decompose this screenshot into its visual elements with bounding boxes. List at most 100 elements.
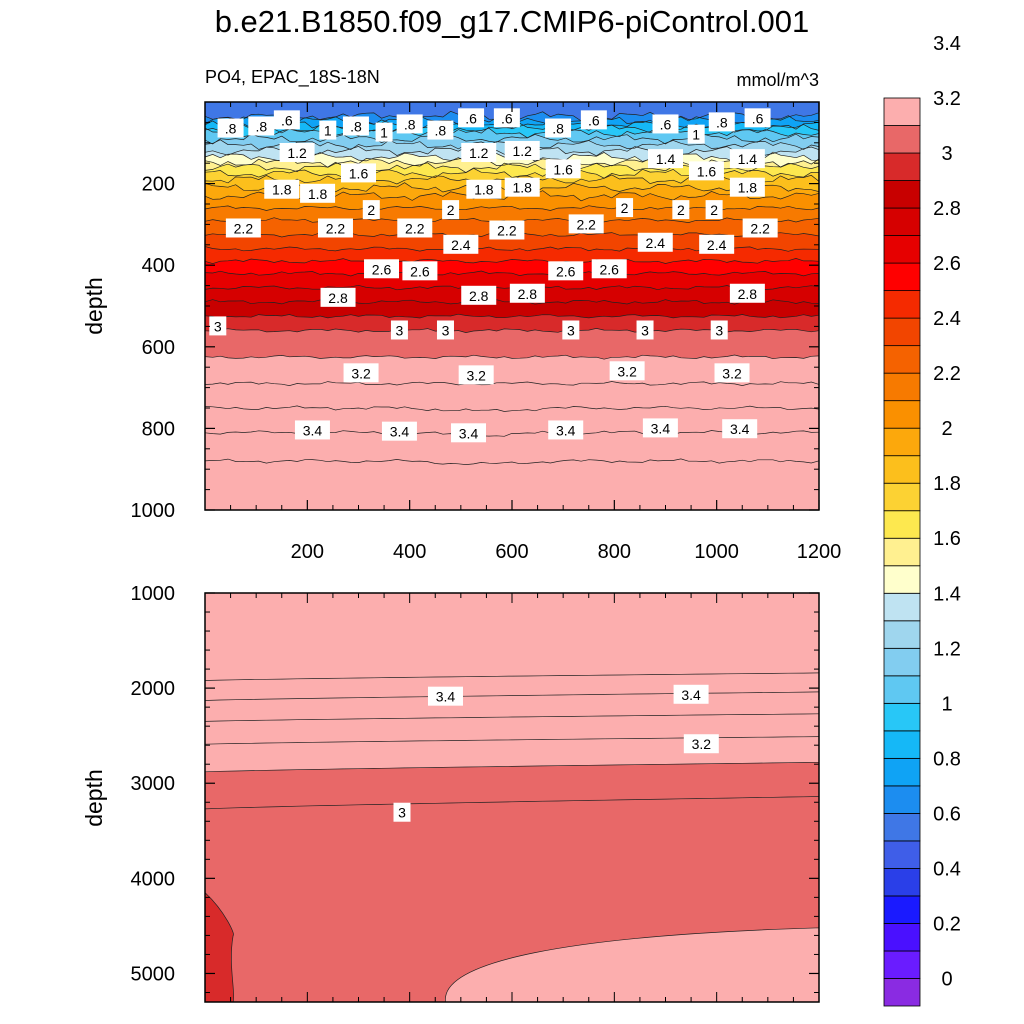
colorbar-box xyxy=(883,180,921,209)
top-contour-label-bg xyxy=(436,320,454,340)
top-contour-label-bg xyxy=(642,418,678,438)
top-contour-label-text: 3.4 xyxy=(459,425,479,441)
top-contour-label: 3.2 xyxy=(609,361,645,381)
top-contour-label-text: 2.4 xyxy=(646,235,666,251)
top-contour-label-text: 3 xyxy=(396,322,404,338)
top-contour-label: .6 xyxy=(458,108,485,128)
bottom-y-axis-label: depth xyxy=(81,769,107,827)
colorbar-box xyxy=(883,978,921,1007)
top-contour-fill-3.5 xyxy=(205,458,819,510)
top-contour-label-bg xyxy=(390,320,408,340)
bottom-contour-label-bg xyxy=(673,684,709,704)
top-contour-label-bg xyxy=(364,259,400,279)
top-contour-label-bg xyxy=(343,363,379,383)
colorbar-box xyxy=(883,702,921,732)
top-x-tick-label: 1200 xyxy=(797,541,842,563)
top-contour-label: .8 xyxy=(396,114,423,134)
top-y-tick-label: 600 xyxy=(142,337,175,359)
top-contour-label-bg xyxy=(568,214,604,234)
colorbar-box xyxy=(883,620,921,649)
bottom-contour-line-3.4 xyxy=(204,691,820,701)
top-contour-label: 2.4 xyxy=(443,234,479,254)
top-contour-label-bg xyxy=(548,420,584,440)
top-contour-label: 3 xyxy=(390,320,408,340)
top-contour-label: 1.6 xyxy=(341,163,376,183)
top-contour-label: 1.2 xyxy=(461,143,497,162)
top-contour-label: 3.4 xyxy=(294,420,330,440)
colorbar-box xyxy=(883,840,921,869)
top-contour-label-text: 2.8 xyxy=(328,290,348,306)
top-contour-label-bg xyxy=(396,114,423,134)
top-x-tick-label: 800 xyxy=(598,541,631,563)
top-contour-label-bg xyxy=(461,285,497,305)
top-contour-label-text: 2.2 xyxy=(405,220,425,236)
top-contour-label-bg xyxy=(217,118,244,138)
bottom-contour-label: 3 xyxy=(393,802,411,822)
top-contour-label-text: 2.2 xyxy=(750,220,770,236)
top-contour-label-text: 1 xyxy=(324,123,332,139)
top-contour-label-bg xyxy=(320,287,356,307)
top-contour-label: 3 xyxy=(436,320,454,340)
top-contour-label-text: 1.8 xyxy=(308,186,328,202)
top-y-tick-label: 200 xyxy=(142,174,175,196)
colorbar-label: 0.8 xyxy=(933,748,961,770)
bottom-contour-line-3 xyxy=(204,796,820,810)
top-contour-label: .6 xyxy=(652,114,679,134)
top-contour-label-text: 3.2 xyxy=(351,365,371,381)
top-contour-label-bg xyxy=(545,118,572,138)
colorbar-box xyxy=(883,97,921,126)
top-contour-label-text: .8 xyxy=(435,123,447,139)
top-contour-label-bg xyxy=(548,261,584,281)
top-y-tick-label: 1000 xyxy=(131,500,176,522)
top-contour-label-text: 3.4 xyxy=(390,424,410,440)
colorbar-box xyxy=(883,812,921,842)
top-contour-label-bg xyxy=(461,143,497,162)
top-contour-label-bg xyxy=(729,149,765,169)
top-contour-label-bg xyxy=(279,143,315,162)
top-contour-label: 1.2 xyxy=(279,143,315,162)
top-contour-label-text: 2.2 xyxy=(326,220,346,236)
top-panel: .8.8.61.8 1.8.8.6.6.8.6.61.8.61.2 1.2 1.21.… xyxy=(81,67,841,563)
top-contour-label-text: 3.2 xyxy=(722,365,742,381)
top-contour-label-text: 2.2 xyxy=(576,216,596,232)
top-contour-label-bg xyxy=(688,161,724,181)
top-contour-label-text: 1 xyxy=(692,127,700,143)
bottom-contour-label: 3.4 xyxy=(427,686,463,706)
top-contour-label-text: 3.2 xyxy=(466,367,486,383)
colorbar-box xyxy=(883,565,921,594)
bottom-contour-line-3.3 xyxy=(204,713,820,722)
colorbar-box xyxy=(883,125,921,154)
top-contour-label-text: 3 xyxy=(214,318,222,334)
colorbar-box xyxy=(883,427,921,457)
top-contour-label-bg xyxy=(609,361,645,381)
top-contour-label-text: 2.2 xyxy=(497,223,517,239)
top-contour-label-text: 1.6 xyxy=(697,163,717,179)
top-contour-label: 2.6 xyxy=(548,261,584,281)
top-contour-label: 3.4 xyxy=(642,418,678,438)
top-contour-label: 2.2 xyxy=(489,220,525,240)
top-contour-label-text: 2.6 xyxy=(410,263,430,279)
top-contour-label-bg xyxy=(342,116,369,136)
top-contour-label-bg xyxy=(209,316,227,336)
top-contour-label-bg xyxy=(699,234,735,254)
top-contour-label-text: 1.2 xyxy=(512,143,532,159)
top-contour-label-text: 2.6 xyxy=(599,261,619,277)
top-contour-label-bg xyxy=(493,108,520,128)
top-contour-label-bg xyxy=(729,177,765,197)
colorbar-box xyxy=(883,895,921,924)
top-contour-label-text: .8 xyxy=(225,121,237,137)
colorbar-label: 3 xyxy=(941,143,952,165)
top-contour-label: 2.8 xyxy=(320,287,356,307)
top-contour-label-text: 2.4 xyxy=(707,237,727,253)
top-contour-label-text: 2.8 xyxy=(518,286,538,302)
top-contour-label: 1 xyxy=(687,124,705,144)
top-contour-label-bg xyxy=(466,179,502,199)
top-contour-label-text: 3 xyxy=(715,322,723,338)
bottom-contour-label-text: 3.4 xyxy=(681,687,701,703)
top-contour-label-bg xyxy=(562,320,580,340)
top-contour-label: 3 xyxy=(636,320,654,340)
top-contour-label: 3 xyxy=(562,320,580,340)
bottom-deep-low-region xyxy=(204,891,234,1003)
top-contour-label-bg xyxy=(504,140,540,160)
top-contour-label-bg xyxy=(489,220,525,240)
